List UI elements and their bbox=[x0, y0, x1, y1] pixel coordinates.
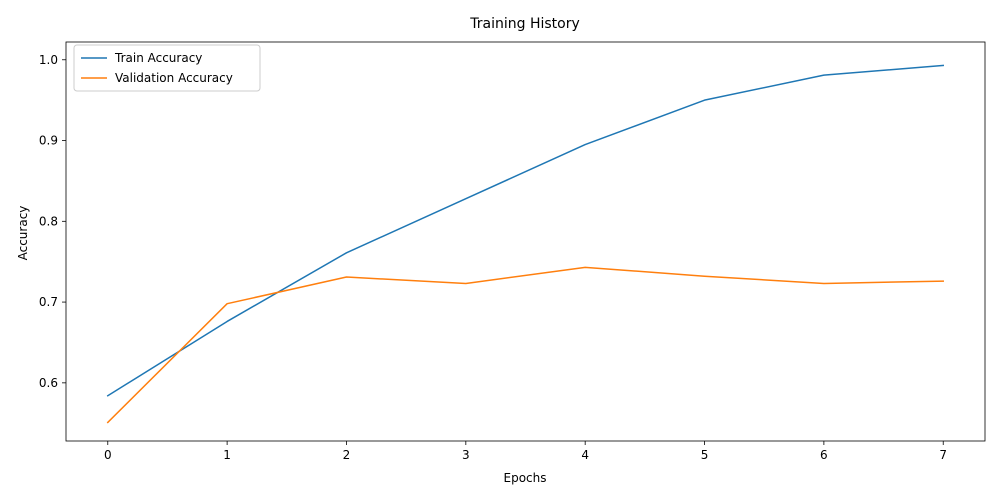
y-tick-label: 0.8 bbox=[39, 214, 58, 228]
plot-frame bbox=[65, 41, 986, 442]
legend-box bbox=[73, 44, 261, 92]
x-tick-label: 5 bbox=[701, 448, 709, 462]
x-axis-label: Epochs bbox=[504, 471, 547, 485]
legend-label: Validation Accuracy bbox=[115, 71, 233, 85]
y-tick-label: 0.7 bbox=[39, 295, 58, 309]
x-tick-label: 0 bbox=[104, 448, 112, 462]
y-tick-label: 0.6 bbox=[39, 376, 58, 390]
x-axis: 0 1 2 3 4 5 6 7 bbox=[104, 441, 947, 462]
y-axis-label: Accuracy bbox=[16, 206, 30, 261]
x-tick-label: 3 bbox=[462, 448, 470, 462]
y-tick-label: 1.0 bbox=[39, 53, 58, 67]
legend: Train Accuracy Validation Accuracy bbox=[73, 44, 261, 92]
x-tick-label: 2 bbox=[343, 448, 351, 462]
series-group bbox=[106, 64, 945, 424]
legend-label: Train Accuracy bbox=[114, 51, 202, 65]
x-tick-label: 4 bbox=[581, 448, 589, 462]
series-line-validation-accuracy bbox=[106, 266, 944, 424]
x-tick-label: 7 bbox=[939, 448, 947, 462]
series-line-train-accuracy bbox=[106, 64, 945, 397]
plot-area bbox=[65, 41, 986, 442]
chart-title: Training History bbox=[469, 16, 580, 32]
x-tick-label: 6 bbox=[820, 448, 828, 462]
y-axis: 0.6 0.7 0.8 0.9 1.0 bbox=[39, 53, 66, 390]
y-tick-label: 0.9 bbox=[39, 134, 58, 148]
x-tick-label: 1 bbox=[223, 448, 231, 462]
